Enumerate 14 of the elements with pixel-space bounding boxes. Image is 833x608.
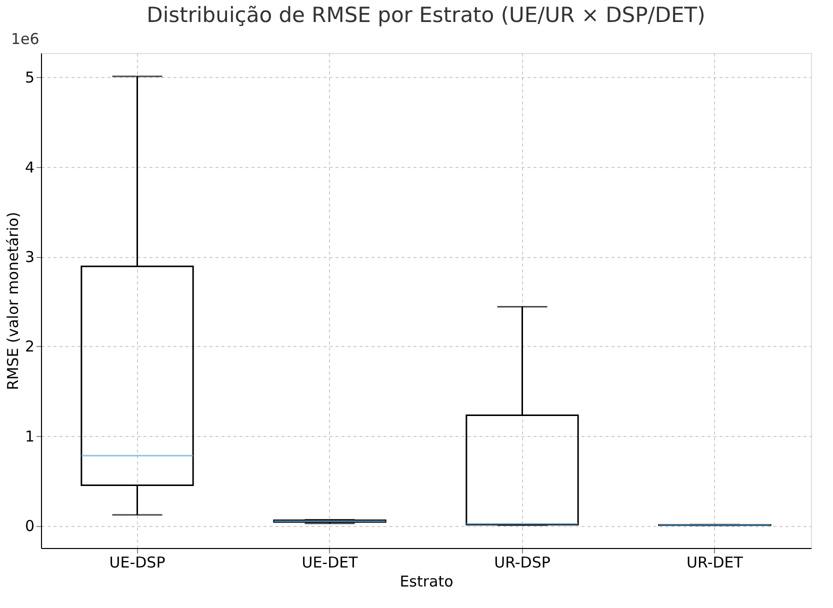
x-tick-label: UR-DET xyxy=(686,554,744,572)
y-tick-label: 1 xyxy=(24,427,34,446)
y-tick-label: 0 xyxy=(24,517,34,536)
y-tick-label: 3 xyxy=(24,248,34,266)
x-axis-title: Estrato xyxy=(400,572,454,590)
y-tick-label: 2 xyxy=(24,338,34,356)
x-tick-label: UE-DSP xyxy=(109,554,166,572)
y-axis-title: RMSE (valor monetário) xyxy=(4,212,22,390)
chart-title: Distribuição de RMSE por Estrato (UE/UR × DSP/DET) xyxy=(146,3,706,27)
y-tick-label: 4 xyxy=(24,158,34,176)
text: 1e6 xyxy=(11,30,40,48)
y-tick-label: 5 xyxy=(24,68,34,87)
x-tick-label: UE-DET xyxy=(302,554,359,572)
x-tick-label: UR-DSP xyxy=(494,554,550,572)
